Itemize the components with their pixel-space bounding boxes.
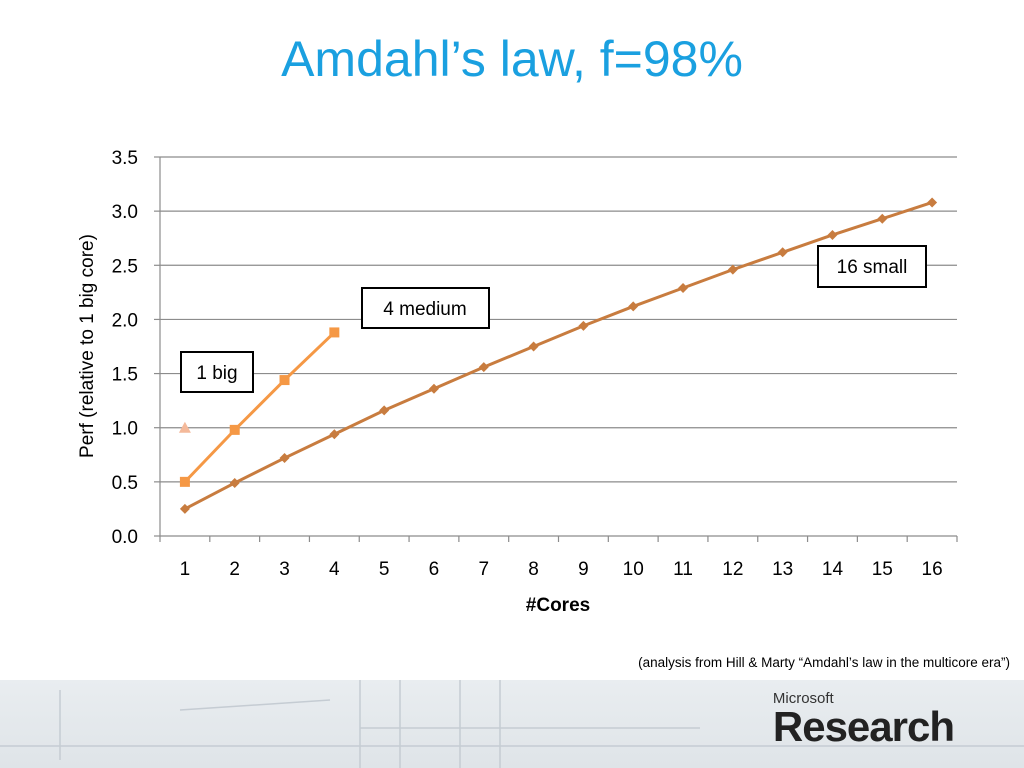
y-tick-label: 3.5 <box>112 148 138 169</box>
line-chart: 0.00.51.01.52.02.53.03.5 1 2 3 4 5 6 7 8 9 10 11 12… <box>77 148 958 616</box>
data-point-square <box>329 327 340 338</box>
data-point-diamond <box>179 503 190 514</box>
data-point-diamond <box>279 453 290 464</box>
callout-4-medium-label: 4 medium <box>383 299 466 320</box>
y-tick-labels: 0.0 0.5 1.0 1.5 2.0 2.5 3.0 3.5 <box>112 148 138 548</box>
data-point-diamond <box>528 341 539 352</box>
data-point-diamond <box>877 213 888 224</box>
footer-band <box>0 680 1024 768</box>
data-point-square <box>179 476 190 487</box>
x-tick-label: 14 <box>822 559 844 580</box>
footer-decoration <box>0 680 1024 768</box>
x-tick-label: 4 <box>329 559 340 580</box>
data-point-diamond <box>329 429 340 440</box>
callout-4-medium: 4 medium <box>361 287 490 329</box>
x-tick-label: 13 <box>772 559 793 580</box>
data-point-diamond <box>578 320 589 331</box>
data-point-diamond <box>727 264 738 275</box>
series-callouts: 16 small 4 medium 1 big <box>180 245 927 393</box>
series-0 <box>178 421 191 433</box>
data-point-diamond <box>827 229 838 240</box>
logo-big-text: Research <box>772 703 955 750</box>
data-point-diamond <box>777 247 788 258</box>
data-point-square <box>229 424 240 435</box>
y-tick-label: 1.5 <box>112 365 138 386</box>
data-point-diamond <box>379 405 390 416</box>
callout-1-big-label: 1 big <box>196 363 237 384</box>
x-tick-label: 5 <box>379 559 390 580</box>
callout-16-small-label: 16 small <box>837 257 908 278</box>
y-tick-label: 2.0 <box>112 310 138 331</box>
series-line <box>183 331 336 483</box>
y-tick-label: 0.0 <box>112 527 138 548</box>
data-point-diamond <box>229 477 240 488</box>
x-tick-label: 2 <box>229 559 240 580</box>
x-axis-title: #Cores <box>526 595 590 616</box>
axes <box>154 156 958 542</box>
series-line <box>184 201 933 511</box>
data-point-triangle <box>178 421 191 433</box>
series-1 <box>179 327 340 487</box>
x-tick-label: 6 <box>429 559 440 580</box>
x-tick-label: 10 <box>623 559 644 580</box>
source-note: (analysis from Hill & Marty “Amdahl’s la… <box>638 655 1010 670</box>
data-point-diamond <box>927 197 938 208</box>
logo-small-text: Microsoft <box>772 690 834 707</box>
data-point-diamond <box>628 301 639 312</box>
x-tick-label: 3 <box>279 559 290 580</box>
callout-1-big: 1 big <box>180 351 254 393</box>
x-tick-label: 7 <box>478 559 489 580</box>
slide-title: Amdahl’s law, f=98% <box>281 31 743 87</box>
series-2 <box>179 197 938 514</box>
x-tick-label: 16 <box>922 559 943 580</box>
y-tick-label: 2.5 <box>112 256 138 277</box>
x-tick-label: 8 <box>528 559 539 580</box>
x-tick-label: 1 <box>180 559 191 580</box>
data-point-square <box>279 375 290 386</box>
series-lines <box>178 197 938 514</box>
x-tick-label: 9 <box>578 559 589 580</box>
y-tick-label: 1.0 <box>112 419 138 440</box>
data-point-diamond <box>478 362 489 373</box>
data-point-diamond <box>678 283 689 294</box>
x-tick-label: 12 <box>722 559 743 580</box>
y-axis-title: Perf (relative to 1 big core) <box>77 234 98 458</box>
callout-16-small: 16 small <box>817 245 927 288</box>
x-tick-label: 15 <box>872 559 893 580</box>
x-tick-label: 11 <box>673 559 693 580</box>
y-tick-label: 0.5 <box>112 473 138 494</box>
y-tick-label: 3.0 <box>112 202 138 223</box>
data-point-diamond <box>428 383 439 394</box>
microsoft-research-logo: Microsoft Research <box>772 690 955 750</box>
grid-lines <box>160 156 957 483</box>
x-tick-labels: 1 2 3 4 5 6 7 8 9 10 11 12 13 14 15 16 <box>180 559 943 580</box>
